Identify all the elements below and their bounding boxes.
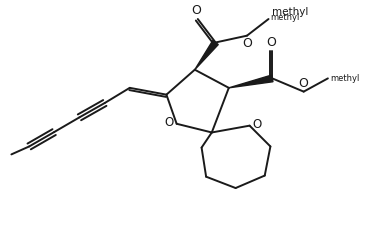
Text: O: O	[191, 4, 201, 17]
Text: methyl: methyl	[272, 7, 308, 17]
Text: methyl: methyl	[270, 13, 300, 22]
Text: O: O	[266, 36, 276, 49]
Text: O: O	[299, 77, 309, 90]
Text: O: O	[164, 116, 173, 129]
Text: methyl: methyl	[330, 74, 359, 83]
Text: O: O	[253, 118, 262, 131]
Text: O: O	[242, 37, 252, 50]
Polygon shape	[195, 40, 218, 70]
Polygon shape	[229, 75, 273, 88]
